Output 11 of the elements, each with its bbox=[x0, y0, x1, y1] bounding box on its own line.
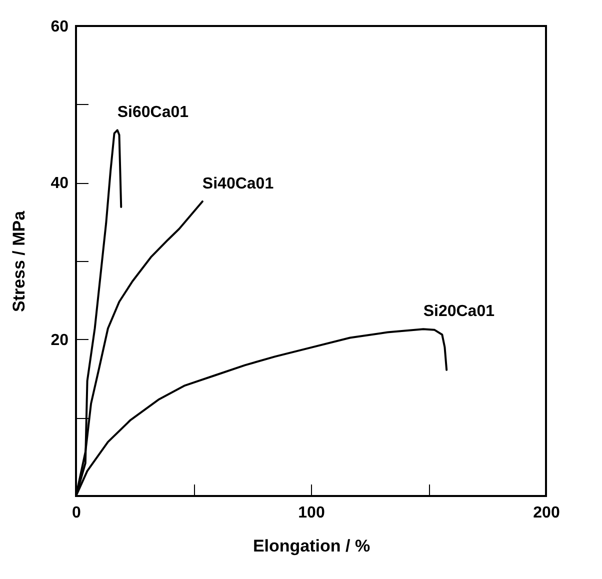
x-tick-label: 200 bbox=[533, 504, 560, 522]
series-label: Si20Ca01 bbox=[423, 303, 495, 320]
x-axis-title: Elongation / % bbox=[252, 536, 370, 556]
y-tick-label: 40 bbox=[50, 175, 69, 192]
series-label: Si60Ca01 bbox=[117, 104, 189, 122]
x-tick-label: 100 bbox=[298, 504, 325, 522]
y-tick-label: 20 bbox=[50, 332, 69, 349]
series-label: Si40Ca01 bbox=[202, 175, 274, 192]
x-tick-label: 0 bbox=[72, 504, 82, 522]
y-tick-label: 60 bbox=[50, 18, 69, 36]
y-axis-title: Stress / MPa bbox=[10, 210, 29, 312]
